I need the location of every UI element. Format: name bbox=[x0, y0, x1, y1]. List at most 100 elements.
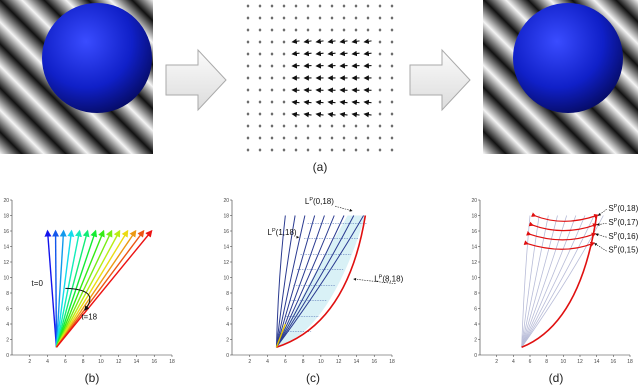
vector bbox=[327, 50, 336, 57]
trajectory bbox=[521, 215, 568, 348]
trajectory bbox=[521, 215, 604, 348]
fan-line bbox=[44, 229, 58, 348]
trajectory bbox=[276, 215, 364, 348]
x-tick-label: 4 bbox=[512, 359, 515, 365]
input-frame bbox=[0, 0, 153, 154]
x-tick-label: 12 bbox=[577, 359, 583, 365]
label-args: (0,18) bbox=[313, 197, 334, 206]
label-base: L bbox=[305, 197, 310, 206]
vector bbox=[327, 38, 336, 45]
trajectory bbox=[521, 215, 531, 348]
x-tick-label: 10 bbox=[561, 359, 567, 365]
fan-line bbox=[55, 229, 105, 348]
label-base: S bbox=[608, 218, 613, 227]
y-tick-label: 14 bbox=[471, 244, 477, 250]
panel-label: (c) bbox=[306, 371, 320, 385]
y-tick-label: 14 bbox=[223, 244, 229, 250]
annotation: t=18 bbox=[81, 312, 97, 321]
vector bbox=[291, 50, 300, 57]
trajectory bbox=[275, 215, 286, 348]
trajectory bbox=[521, 215, 549, 348]
flow-arrow bbox=[409, 48, 471, 112]
x-tick-label: 8 bbox=[82, 359, 85, 365]
vector bbox=[363, 38, 372, 45]
vector bbox=[339, 99, 348, 106]
label-args: (0,16) bbox=[617, 232, 638, 241]
label-args: (0,17) bbox=[617, 218, 638, 227]
y-tick-label: 2 bbox=[226, 337, 229, 343]
y-tick-label: 2 bbox=[474, 337, 477, 343]
trajectory bbox=[275, 215, 296, 348]
y-tick-label: 12 bbox=[223, 260, 229, 266]
label-base: S bbox=[608, 204, 613, 213]
y-tick-label: 18 bbox=[471, 213, 477, 219]
vector bbox=[315, 50, 324, 57]
label-args: (0,18) bbox=[617, 204, 638, 213]
shaded-area bbox=[276, 215, 366, 348]
x-tick-label: 6 bbox=[284, 359, 287, 365]
fan-line bbox=[55, 229, 82, 348]
y-tick-label: 0 bbox=[6, 353, 9, 359]
x-tick-label: 14 bbox=[354, 359, 360, 365]
x-tick-label: 10 bbox=[98, 359, 104, 365]
trajectory bbox=[521, 215, 586, 348]
x-tick-label: 2 bbox=[28, 359, 31, 365]
y-tick-label: 6 bbox=[226, 306, 229, 312]
y-tick-label: 16 bbox=[3, 229, 9, 235]
panel-label: (a) bbox=[313, 160, 328, 174]
fan-line bbox=[55, 229, 121, 348]
label-sup: P bbox=[614, 246, 618, 252]
y-tick-label: 10 bbox=[223, 275, 229, 281]
curve-label: SP(0,18) bbox=[608, 204, 638, 213]
trajectory bbox=[521, 215, 540, 348]
y-tick-label: 18 bbox=[3, 213, 9, 219]
x-tick-label: 8 bbox=[302, 359, 305, 365]
trajectory bbox=[276, 215, 355, 348]
x-tick-label: 18 bbox=[389, 359, 395, 365]
y-tick-label: 14 bbox=[3, 244, 9, 250]
pointer bbox=[595, 233, 607, 238]
y-tick-label: 4 bbox=[226, 322, 229, 328]
vector bbox=[339, 38, 348, 45]
x-tick-label: 12 bbox=[116, 359, 122, 365]
boundary bbox=[275, 323, 286, 348]
x-tick-label: 12 bbox=[336, 359, 342, 365]
label-base: S bbox=[608, 232, 613, 241]
fan-line bbox=[55, 229, 145, 348]
vector bbox=[363, 50, 372, 57]
y-tick-label: 8 bbox=[226, 291, 229, 297]
vector bbox=[291, 99, 300, 106]
y-tick-label: 20 bbox=[223, 198, 229, 204]
curve-label: SP(0,16) bbox=[608, 232, 638, 241]
trajectory bbox=[275, 215, 316, 348]
vector bbox=[315, 111, 324, 118]
x-tick-label: 2 bbox=[248, 359, 251, 365]
trajectory bbox=[276, 215, 345, 348]
y-tick-label: 8 bbox=[474, 291, 477, 297]
flow-arrow bbox=[165, 48, 227, 112]
time-arrow bbox=[65, 287, 91, 311]
label-args: (8,18) bbox=[382, 274, 403, 283]
panel-b: 0 2 4 6 8 10 12 14 16 18 20 2 4 6 8 10 12 14 16 18 t=0 t=18 bbox=[3, 198, 175, 365]
level-arc bbox=[531, 212, 599, 222]
level-arc bbox=[528, 221, 598, 232]
fan-line bbox=[55, 229, 153, 348]
panel-label: (b) bbox=[85, 371, 100, 385]
vector bbox=[339, 111, 348, 118]
fan-line bbox=[55, 229, 75, 348]
x-tick-label: 16 bbox=[611, 359, 617, 365]
vector bbox=[315, 38, 324, 45]
trajectory bbox=[521, 215, 577, 348]
x-tick-label: 16 bbox=[371, 359, 377, 365]
curve-label: SP(0,15) bbox=[608, 246, 638, 255]
fan-line bbox=[55, 229, 129, 348]
fan-line bbox=[55, 229, 113, 348]
vector bbox=[303, 111, 312, 118]
panel-label: (d) bbox=[549, 371, 564, 385]
vector bbox=[351, 111, 360, 118]
label-sup: P bbox=[309, 197, 313, 203]
level-arc bbox=[523, 240, 596, 250]
label-sup: P bbox=[379, 274, 383, 280]
